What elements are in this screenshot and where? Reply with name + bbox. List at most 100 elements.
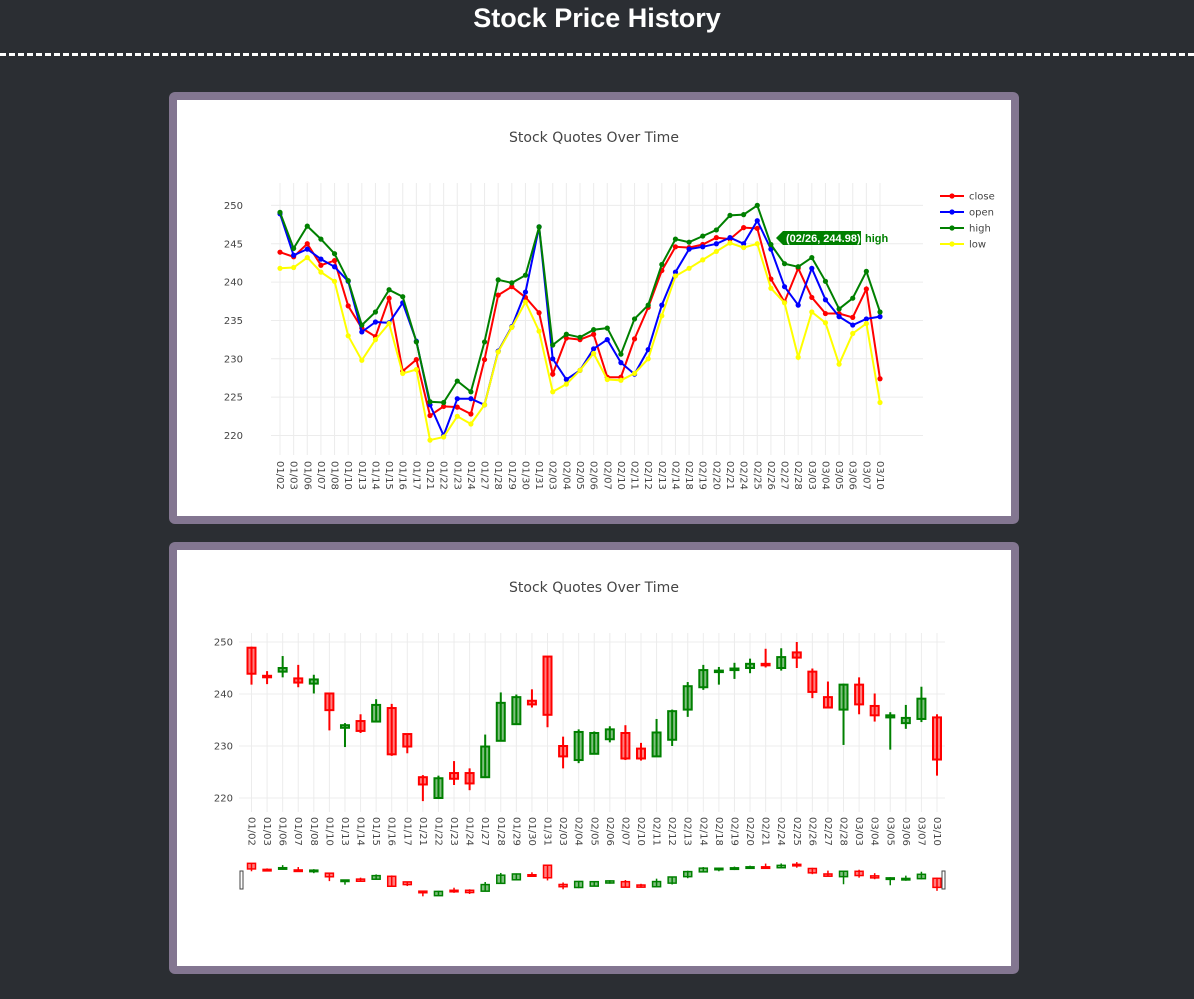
candle (885, 712, 896, 750)
candle (558, 736, 569, 769)
point-high (277, 209, 283, 215)
x-tick-label: 02/21 (724, 461, 735, 490)
point-open (304, 246, 310, 252)
point-high (468, 389, 474, 395)
x-tick-label: 03/06 (900, 817, 911, 846)
slider-candle (667, 876, 677, 885)
point-low (400, 370, 406, 376)
tooltip-series: high (865, 233, 888, 245)
point-low (495, 349, 501, 355)
x-tick-label: 03/10 (931, 817, 942, 846)
x-tick-label: 02/21 (760, 817, 771, 846)
candle-body (885, 877, 896, 881)
slider-candle (729, 866, 740, 871)
x-tick-label: 01/27 (479, 817, 490, 846)
point-high (659, 261, 665, 268)
x-tick-label: 01/28 (495, 817, 506, 846)
candle-body (308, 678, 319, 685)
x-tick-label: 02/10 (615, 461, 626, 490)
point-open (809, 265, 815, 271)
candle-body (371, 703, 382, 723)
point-open (563, 376, 569, 383)
candle (791, 642, 802, 668)
x-tick-label: 03/03 (853, 817, 864, 846)
line-chart[interactable]: Stock Quotes Over Time 220 225 230 235 240 245… (177, 100, 1011, 516)
candle-body (760, 662, 771, 667)
candle-body (558, 745, 569, 758)
point-open (686, 246, 692, 252)
slider-candle (386, 875, 397, 888)
slider-candle (698, 867, 709, 873)
candle-body (246, 646, 257, 675)
candle (526, 689, 537, 708)
point-high (591, 327, 597, 333)
point-close (809, 294, 815, 301)
slider-candle (869, 873, 880, 880)
candle (402, 733, 413, 754)
point-low (577, 367, 583, 373)
point-low (522, 299, 529, 305)
point-high (481, 339, 488, 345)
x-tick-label: 02/27 (822, 817, 833, 846)
slider-candle (262, 868, 272, 872)
candle-body (355, 720, 366, 732)
candle (651, 718, 662, 758)
point-close (768, 276, 774, 282)
point-high (700, 233, 706, 239)
y-tick-label: 240 (214, 690, 233, 701)
range-slider-handle-right[interactable] (941, 870, 946, 890)
slider-candle (651, 878, 662, 888)
x-tick-label: 02/13 (682, 817, 693, 846)
candle (573, 729, 584, 764)
candle (262, 671, 273, 685)
line-chart-card: Stock Quotes Over Time 220 225 230 235 240 245… (169, 92, 1019, 524)
candle-body (900, 716, 911, 725)
x-tick-label: 01/15 (383, 461, 394, 490)
point-close (509, 284, 515, 290)
point-high (563, 331, 569, 337)
candle-body (480, 745, 491, 779)
point-open (850, 322, 856, 328)
point-low (877, 399, 883, 406)
candle (635, 742, 646, 761)
candle-body (698, 669, 709, 689)
x-tick-label: 02/07 (601, 461, 612, 490)
point-open (822, 297, 829, 303)
x-tick-label: 01/28 (492, 461, 503, 490)
point-close (413, 356, 419, 363)
x-tick-label: 02/25 (751, 461, 762, 490)
candle-body (698, 867, 709, 873)
candle (900, 704, 911, 729)
candle (386, 703, 397, 756)
point-open (659, 302, 665, 308)
point-open (700, 244, 706, 250)
x-tick-label: 01/17 (410, 461, 421, 490)
x-tick-label: 03/04 (819, 461, 830, 490)
slider-candle (807, 867, 818, 875)
candle (682, 682, 693, 717)
legend-label-low: low (969, 240, 986, 251)
candle (620, 725, 631, 761)
y-tick-label: 230 (214, 742, 233, 753)
x-tick-label: 02/11 (651, 817, 662, 846)
x-tick-label: 01/21 (424, 461, 435, 490)
tooltip-value: (02/26, 244.98) (786, 233, 861, 245)
point-close (468, 411, 474, 417)
candle-body (339, 724, 350, 729)
candle (417, 775, 428, 802)
x-tick-label: 02/12 (642, 461, 653, 490)
point-open (741, 241, 747, 247)
candle-body (340, 879, 350, 883)
point-close (386, 295, 392, 301)
point-close (536, 310, 542, 316)
x-tick-label: 03/04 (869, 817, 880, 846)
slider-candle (355, 877, 366, 882)
legend-marker-high (949, 225, 955, 231)
range-slider-handle-left[interactable] (239, 870, 244, 890)
candlestick-chart[interactable]: Stock Quotes Over Time 220 230 240 250 01/02 0… (177, 550, 1011, 966)
candle-body (729, 667, 740, 672)
point-close (345, 303, 351, 309)
candle-body (651, 731, 662, 758)
point-open (877, 314, 883, 320)
point-open (291, 252, 297, 258)
